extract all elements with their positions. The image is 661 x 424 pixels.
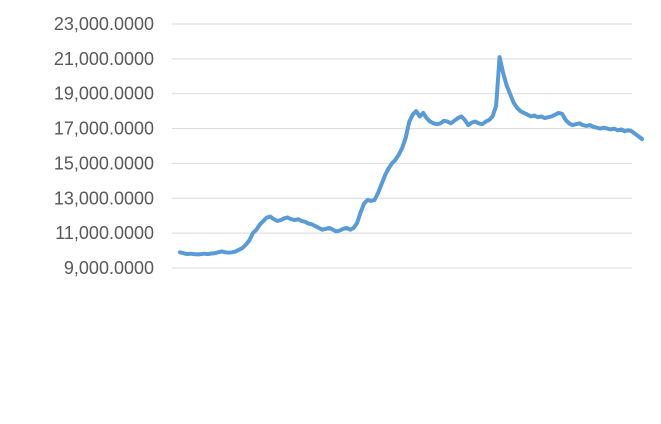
y-tick-label: 21,000.0000 xyxy=(54,49,154,69)
series-line xyxy=(178,55,644,257)
y-axis-tick-labels: 23,000.0000 21,000.0000 19,000.0000 17,000.… xyxy=(54,14,154,278)
y-tick-label: 11,000.0000 xyxy=(55,223,154,243)
series-layer xyxy=(178,55,644,257)
y-tick-label: 23,000.0000 xyxy=(54,14,154,34)
y-tick-label: 15,000.0000 xyxy=(54,153,154,173)
y-tick-label: 13,000.0000 xyxy=(54,188,154,208)
y-tick-label: 19,000.0000 xyxy=(54,84,154,104)
gridlines xyxy=(172,23,632,269)
y-tick-label: 9,000.0000 xyxy=(64,258,154,278)
y-tick-label: 17,000.0000 xyxy=(54,119,154,139)
